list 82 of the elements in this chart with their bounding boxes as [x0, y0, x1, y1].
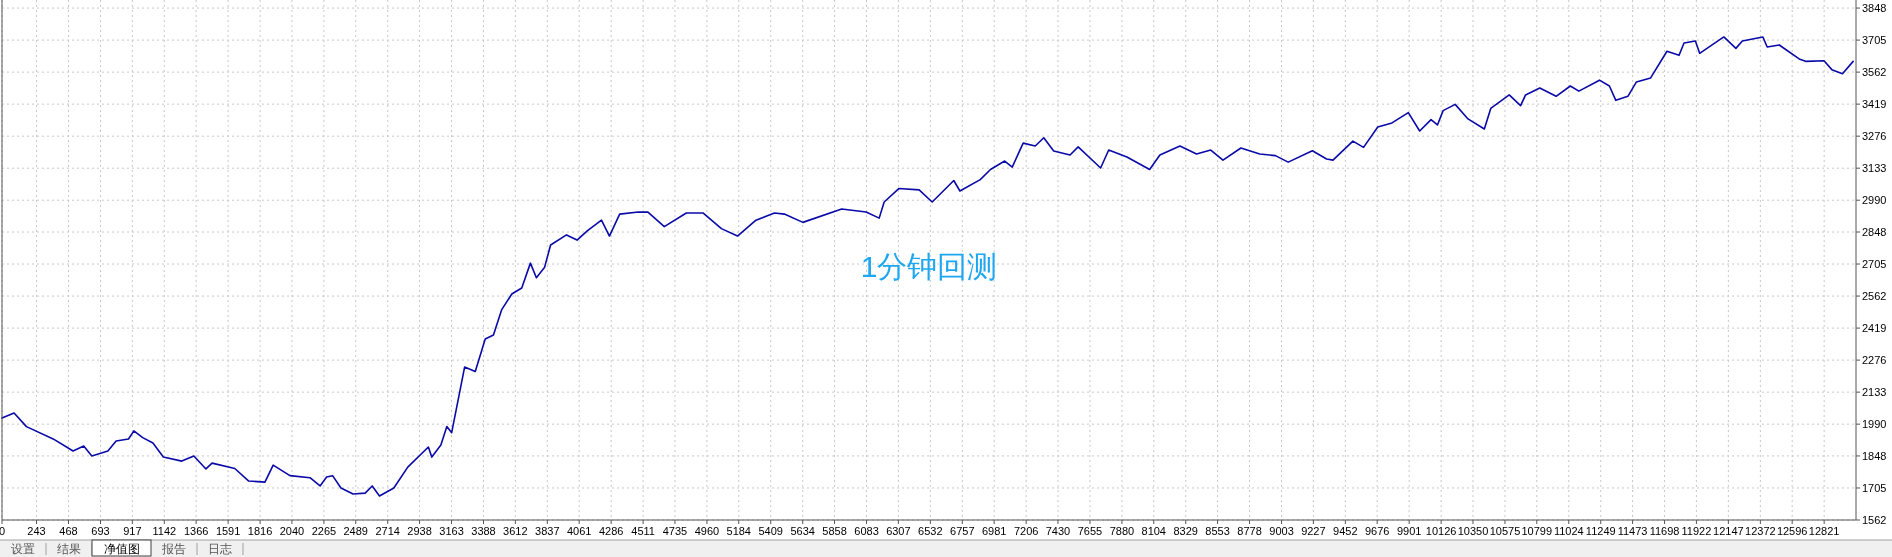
x-tick-label: 5184 — [726, 525, 752, 537]
x-tick-label: 5634 — [790, 525, 815, 537]
x-tick-label: 693 — [91, 525, 110, 537]
y-tick-label: 1705 — [1862, 481, 1887, 494]
x-tick-label: 9003 — [1269, 525, 1294, 537]
x-tick-label: 3163 — [439, 525, 464, 537]
x-tick-label: 4286 — [598, 525, 624, 537]
y-tick-label: 3848 — [1862, 1, 1887, 14]
x-tick-label: 5858 — [822, 525, 847, 537]
x-tick-label: 1142 — [152, 525, 177, 537]
x-tick-label: 1591 — [215, 525, 241, 537]
x-tick-label: 7655 — [1077, 525, 1103, 537]
x-tick-label: 6307 — [886, 525, 911, 537]
x-tick-label: 6981 — [981, 525, 1007, 537]
x-tick-label: 2489 — [343, 525, 368, 537]
y-tick-label: 2705 — [1862, 257, 1887, 270]
x-tick-label: 12147 — [1713, 525, 1744, 537]
x-tick-label: 0 — [0, 525, 6, 537]
x-tick-label: 2265 — [311, 525, 337, 537]
x-tick-label: 3612 — [503, 525, 528, 537]
x-tick-label: 10350 — [1457, 525, 1489, 537]
x-tick-label: 8778 — [1237, 525, 1262, 537]
y-tick-label: 3419 — [1862, 97, 1887, 110]
x-tick-label: 11922 — [1681, 525, 1712, 537]
y-tick-label: 2133 — [1862, 385, 1887, 398]
text: 设置 — [11, 542, 35, 556]
x-tick-label: 5409 — [758, 525, 783, 537]
y-tick-label: 3705 — [1862, 33, 1887, 46]
x-tick-label: 12372 — [1745, 525, 1776, 537]
x-tick-label: 10575 — [1489, 525, 1521, 537]
x-tick-label: 917 — [123, 525, 142, 537]
y-tick-label: 3562 — [1862, 65, 1887, 78]
x-tick-label: 2938 — [407, 525, 432, 537]
text: 结果 — [57, 542, 81, 556]
y-tick-label: 2990 — [1862, 194, 1887, 207]
y-tick-label: 1562 — [1862, 513, 1887, 526]
text: 净值图 — [103, 542, 140, 556]
text: 日志 — [208, 542, 232, 556]
x-tick-label: 4511 — [631, 525, 655, 537]
x-tick-label: 1816 — [247, 525, 273, 537]
x-tick-label: 2714 — [375, 525, 400, 537]
y-tick-label: 3276 — [1862, 130, 1887, 143]
x-tick-label: 11473 — [1617, 525, 1648, 537]
x-tick-label: 468 — [59, 525, 78, 537]
x-tick-label: 4061 — [566, 525, 592, 537]
y-tick-label: 1990 — [1862, 418, 1887, 430]
y-tick-label: 2562 — [1862, 289, 1887, 302]
x-tick-label: 9676 — [1364, 525, 1390, 537]
y-tick-label: 2848 — [1862, 225, 1887, 238]
y-tick-label: 2419 — [1862, 321, 1887, 334]
y-tick-label: 2276 — [1862, 353, 1887, 366]
y-tick-label: 1848 — [1862, 449, 1887, 462]
text: 报告 — [161, 542, 186, 556]
line-series — [1, 36, 1854, 497]
x-tick-label: 7880 — [1109, 525, 1135, 537]
x-tick-label: 12821 — [1808, 525, 1840, 537]
x-tick-label: 11698 — [1649, 525, 1680, 537]
x-tick-label: 3388 — [471, 525, 496, 537]
x-tick-label: 6757 — [950, 525, 975, 537]
x-tick-label: 7206 — [1013, 525, 1039, 537]
x-tick-label: 10799 — [1521, 525, 1553, 537]
x-tick-label: 4960 — [694, 525, 720, 537]
y-tick-label: 3133 — [1862, 162, 1887, 175]
x-tick-label: 4735 — [662, 525, 688, 537]
x-tick-label: 243 — [27, 525, 46, 537]
x-tick-label: 9452 — [1333, 525, 1358, 537]
x-tick-label: 2040 — [279, 525, 305, 537]
x-tick-label: 7430 — [1045, 525, 1071, 537]
x-tick-label: 3837 — [535, 525, 560, 537]
x-tick-label: 8104 — [1141, 525, 1167, 537]
x-tick-label: 11249 — [1585, 525, 1616, 537]
x-tick-label: 6532 — [918, 525, 943, 537]
x-tick-label: 1366 — [183, 525, 209, 537]
x-tick-label: 11024 — [1553, 525, 1584, 537]
x-tick-label: 10126 — [1425, 525, 1457, 537]
x-tick-label: 9901 — [1396, 525, 1422, 537]
x-tick-label: 9227 — [1301, 525, 1326, 537]
x-tick-label: 8553 — [1205, 525, 1230, 537]
x-tick-label: 12596 — [1776, 525, 1808, 537]
annotation: 1分钟回测 — [860, 250, 998, 283]
x-tick-label: 6083 — [854, 525, 879, 537]
x-tick-label: 8329 — [1173, 525, 1198, 537]
